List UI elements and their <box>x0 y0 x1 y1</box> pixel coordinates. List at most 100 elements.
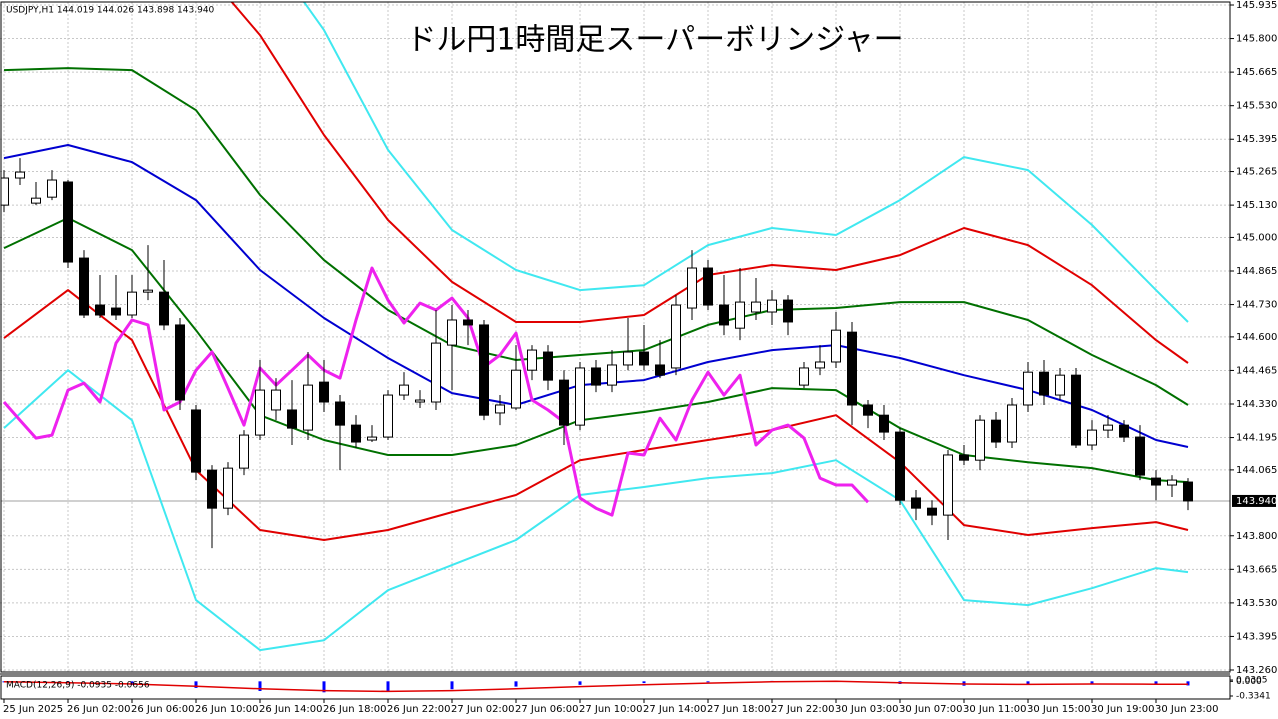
candle-body <box>287 409 297 429</box>
x-tick-label: 30 Jun 07:00 <box>899 704 963 715</box>
candle-body <box>95 304 105 316</box>
candle-body <box>991 419 1001 443</box>
candle-body <box>847 331 857 406</box>
candle-body <box>431 342 441 403</box>
candle-body <box>751 301 761 313</box>
candle-body <box>479 324 489 416</box>
candle-body <box>975 419 985 461</box>
candle-body <box>943 454 953 516</box>
macd-bar <box>386 681 390 692</box>
candle-body <box>735 301 745 329</box>
candle-body <box>1 177 9 206</box>
candle-body <box>191 409 201 473</box>
candle-body <box>575 367 585 426</box>
candle-body <box>271 389 281 411</box>
candle-body <box>319 381 329 403</box>
macd-bar <box>706 681 710 683</box>
y-tick-label: 144.465 <box>1236 365 1277 376</box>
candle-body <box>47 179 57 198</box>
macd-bar <box>578 681 582 685</box>
candle-body <box>655 364 665 376</box>
x-tick-label: 30 Jun 11:00 <box>963 704 1027 715</box>
candle-body <box>463 319 473 326</box>
candle-body <box>623 351 633 366</box>
y-tick-label: 145.265 <box>1236 167 1277 178</box>
candle-body <box>31 197 41 204</box>
candle-body <box>239 434 249 469</box>
macd-bar <box>130 681 134 685</box>
y-tick-label: 145.395 <box>1236 134 1277 145</box>
x-tick-label: 26 Jun 22:00 <box>387 704 451 715</box>
candle-body <box>719 304 729 326</box>
candle-body <box>831 329 841 363</box>
y-tick-label: 0.0305 <box>1236 676 1268 686</box>
indicator-line <box>3 289 1189 541</box>
macd-bar <box>1090 681 1094 684</box>
candle-body <box>63 181 73 263</box>
candle-body <box>1103 424 1113 431</box>
candle-body <box>447 319 457 346</box>
candle-body <box>495 404 505 414</box>
candle-body <box>335 401 345 426</box>
y-tick-label: 145.800 <box>1236 34 1277 45</box>
x-tick-label: 25 Jun 2025 <box>3 704 63 715</box>
current-price-label: 143.940 <box>1236 496 1277 507</box>
candle-body <box>703 267 713 306</box>
candle-body <box>415 399 425 403</box>
candle-body <box>223 467 233 509</box>
candle-body <box>159 291 169 326</box>
y-tick-label: 145.935 <box>1236 0 1277 11</box>
candle-body <box>1183 481 1193 502</box>
candle-body <box>1087 429 1097 446</box>
x-tick-label: 30 Jun 19:00 <box>1091 704 1155 715</box>
candle-body <box>895 431 905 501</box>
x-tick-label: 26 Jun 06:00 <box>131 704 195 715</box>
x-tick-label: 26 Jun 10:00 <box>195 704 259 715</box>
candle-body <box>1007 404 1017 443</box>
macd-bar <box>642 681 646 684</box>
macd-bar <box>514 681 518 687</box>
candle-body <box>175 324 185 401</box>
x-tick-label: 30 Jun 15:00 <box>1027 704 1091 715</box>
candle-body <box>815 361 825 369</box>
y-tick-label: 143.395 <box>1236 631 1277 642</box>
macd-border <box>0 675 1231 700</box>
candle-body <box>559 379 569 426</box>
current-price-box <box>1232 494 1276 507</box>
candle-body <box>927 507 937 516</box>
x-tick-label: 30 Jun 03:00 <box>835 704 899 715</box>
y-tick-label: 144.730 <box>1236 300 1277 311</box>
macd-bar <box>322 681 326 693</box>
candle-body <box>671 304 681 369</box>
x-tick-label: 26 Jun 02:00 <box>67 704 131 715</box>
y-tick-label: 143.665 <box>1236 564 1277 575</box>
candle-body <box>111 307 121 316</box>
y-tick-label: 145.665 <box>1236 67 1277 78</box>
y-tick-label: 144.330 <box>1236 399 1277 410</box>
y-tick-label: 143.800 <box>1236 531 1277 542</box>
y-tick-label: 144.865 <box>1236 266 1277 277</box>
indicator-line <box>302 2 1189 323</box>
macd-bar <box>258 681 262 691</box>
x-tick-label: 30 Jun 23:00 <box>1155 704 1219 715</box>
candle-body <box>383 394 393 438</box>
indicator-line <box>3 369 1189 652</box>
candle-body <box>959 454 969 461</box>
macd-area <box>2 680 1190 693</box>
candle-body <box>351 424 361 443</box>
candle-body <box>863 404 873 416</box>
candle-body <box>127 291 137 316</box>
candle-body <box>911 497 921 509</box>
y-tick-label: 144.065 <box>1236 465 1277 476</box>
candle-body <box>143 289 153 293</box>
y-tick-label: 145.000 <box>1236 232 1277 243</box>
chart-title: ドル円1時間足スーパーボリンジャー <box>406 23 903 58</box>
symbol-info: USDJPY,H1 144.019 144.026 143.898 143.94… <box>6 6 215 16</box>
candle-body <box>303 384 313 431</box>
macd-bar <box>1026 681 1030 684</box>
candle-body <box>15 171 25 179</box>
x-tick-label: 27 Jun 14:00 <box>643 704 707 715</box>
candle-body <box>79 257 89 316</box>
y-tick-label: 144.195 <box>1236 433 1277 444</box>
macd-bar <box>194 681 198 688</box>
